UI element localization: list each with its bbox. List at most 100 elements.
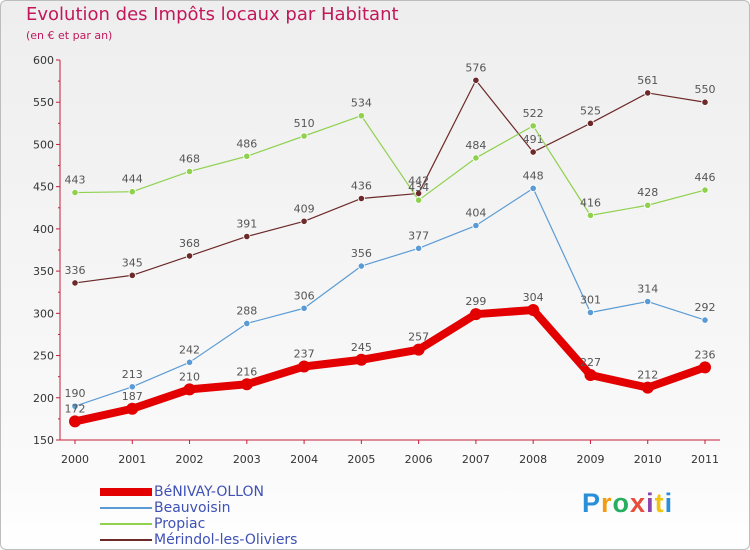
data-label: 336 bbox=[65, 264, 86, 277]
data-point bbox=[186, 253, 192, 259]
data-label: 227 bbox=[580, 356, 601, 369]
data-label: 288 bbox=[236, 304, 257, 317]
data-label: 446 bbox=[695, 171, 716, 184]
legend-swatch-propiac bbox=[100, 523, 152, 525]
data-point bbox=[527, 304, 539, 316]
data-label: 484 bbox=[465, 139, 486, 152]
brand-letter: o bbox=[613, 488, 631, 519]
data-point bbox=[355, 354, 367, 366]
legend-swatch-benivay-ollon bbox=[100, 488, 152, 496]
line-chart: 150 200 250 300 350 400 450 500 550 600 2000 2001 20… bbox=[0, 0, 750, 550]
legend-item-beauvoisin: Beauvoisin bbox=[100, 500, 330, 516]
data-point bbox=[358, 195, 364, 201]
data-point bbox=[702, 99, 708, 105]
data-point bbox=[415, 245, 421, 251]
data-label: 299 bbox=[465, 295, 486, 308]
data-point bbox=[530, 149, 536, 155]
x-tick-label: 2006 bbox=[405, 453, 433, 466]
data-label: 434 bbox=[408, 181, 429, 194]
y-tick-label: 600 bbox=[33, 54, 54, 67]
data-point bbox=[413, 344, 425, 356]
data-label: 245 bbox=[351, 341, 372, 354]
brand-letter: i bbox=[646, 488, 655, 519]
brand-letter: x bbox=[630, 488, 646, 519]
data-label: 257 bbox=[408, 331, 429, 344]
data-label: 187 bbox=[122, 390, 143, 403]
data-label: 304 bbox=[523, 291, 544, 304]
data-label: 561 bbox=[637, 74, 658, 87]
data-label: 404 bbox=[465, 207, 486, 220]
data-label: 391 bbox=[236, 217, 257, 230]
brand-letter: i bbox=[665, 488, 674, 519]
data-label: 236 bbox=[695, 348, 716, 361]
data-label: 216 bbox=[236, 365, 257, 378]
data-point bbox=[645, 202, 651, 208]
data-label: 210 bbox=[179, 370, 200, 383]
x-tick-label: 2000 bbox=[61, 453, 89, 466]
data-label: 491 bbox=[523, 133, 544, 146]
legend-swatch-merindol bbox=[100, 539, 152, 541]
x-tick-label: 2003 bbox=[233, 453, 261, 466]
y-tick-label: 200 bbox=[33, 392, 54, 405]
data-point bbox=[301, 133, 307, 139]
data-point bbox=[587, 120, 593, 126]
data-label: 416 bbox=[580, 196, 601, 209]
data-point bbox=[244, 233, 250, 239]
data-label: 345 bbox=[122, 256, 143, 269]
data-label: 314 bbox=[637, 283, 658, 296]
data-point bbox=[470, 308, 482, 320]
x-tick-label: 2005 bbox=[347, 453, 375, 466]
data-point bbox=[184, 383, 196, 395]
data-point bbox=[702, 317, 708, 323]
data-point bbox=[298, 361, 310, 373]
data-label: 534 bbox=[351, 97, 372, 110]
data-label: 522 bbox=[523, 107, 544, 120]
data-point bbox=[699, 361, 711, 373]
series-line-3 bbox=[75, 80, 705, 283]
data-point bbox=[473, 155, 479, 161]
series-line-1 bbox=[75, 188, 705, 406]
y-tick-label: 300 bbox=[33, 307, 54, 320]
proxiti-logo: Proxiti bbox=[582, 488, 673, 519]
legend-swatch-beauvoisin bbox=[100, 507, 152, 509]
data-point bbox=[587, 212, 593, 218]
x-tick-label: 2002 bbox=[176, 453, 204, 466]
data-point bbox=[530, 123, 536, 129]
brand-letter: r bbox=[601, 488, 613, 519]
brand-letter: t bbox=[655, 488, 665, 519]
legend-item-benivay-ollon: BéNIVAY-OLLON bbox=[100, 484, 330, 500]
legend-label-propiac: Propiac bbox=[154, 516, 205, 532]
data-point bbox=[129, 189, 135, 195]
data-point bbox=[584, 369, 596, 381]
y-tick-label: 400 bbox=[33, 223, 54, 236]
x-tick-label: 2001 bbox=[118, 453, 146, 466]
data-label: 356 bbox=[351, 247, 372, 260]
data-point bbox=[126, 403, 138, 415]
data-point bbox=[72, 280, 78, 286]
data-label: 448 bbox=[523, 169, 544, 182]
data-point bbox=[415, 197, 421, 203]
y-tick-label: 500 bbox=[33, 138, 54, 151]
data-label: 377 bbox=[408, 229, 429, 242]
y-tick-label: 250 bbox=[33, 350, 54, 363]
data-point bbox=[702, 187, 708, 193]
data-label: 550 bbox=[695, 83, 716, 96]
y-tick-label: 150 bbox=[33, 434, 54, 447]
data-point bbox=[186, 359, 192, 365]
data-label: 443 bbox=[65, 174, 86, 187]
brand-letter: P bbox=[582, 488, 601, 519]
data-label: 436 bbox=[351, 179, 372, 192]
data-label: 190 bbox=[65, 387, 86, 400]
data-label: 212 bbox=[637, 369, 658, 382]
x-tick-label: 2011 bbox=[691, 453, 719, 466]
y-tick-label: 350 bbox=[33, 265, 54, 278]
data-point bbox=[645, 298, 651, 304]
data-point bbox=[642, 382, 654, 394]
x-tick-label: 2004 bbox=[290, 453, 318, 466]
data-label: 576 bbox=[465, 61, 486, 74]
x-tick-label: 2009 bbox=[576, 453, 604, 466]
data-label: 172 bbox=[65, 402, 86, 415]
y-tick-label: 450 bbox=[33, 181, 54, 194]
data-label: 306 bbox=[294, 289, 315, 302]
data-point bbox=[69, 415, 81, 427]
